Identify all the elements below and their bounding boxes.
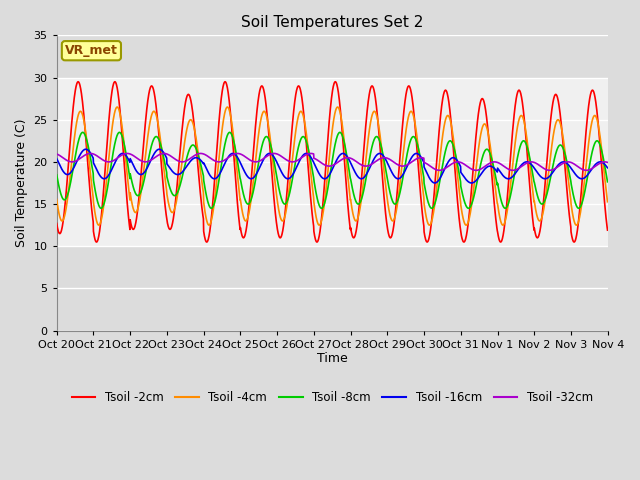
Legend: Tsoil -2cm, Tsoil -4cm, Tsoil -8cm, Tsoil -16cm, Tsoil -32cm: Tsoil -2cm, Tsoil -4cm, Tsoil -8cm, Tsoi… [67,387,598,409]
Bar [57,36,608,77]
Text: VR_met: VR_met [65,44,118,57]
Y-axis label: Soil Temperature (C): Soil Temperature (C) [15,119,28,247]
Title: Soil Temperatures Set 2: Soil Temperatures Set 2 [241,15,424,30]
Bar [57,246,608,331]
X-axis label: Time: Time [317,352,348,365]
